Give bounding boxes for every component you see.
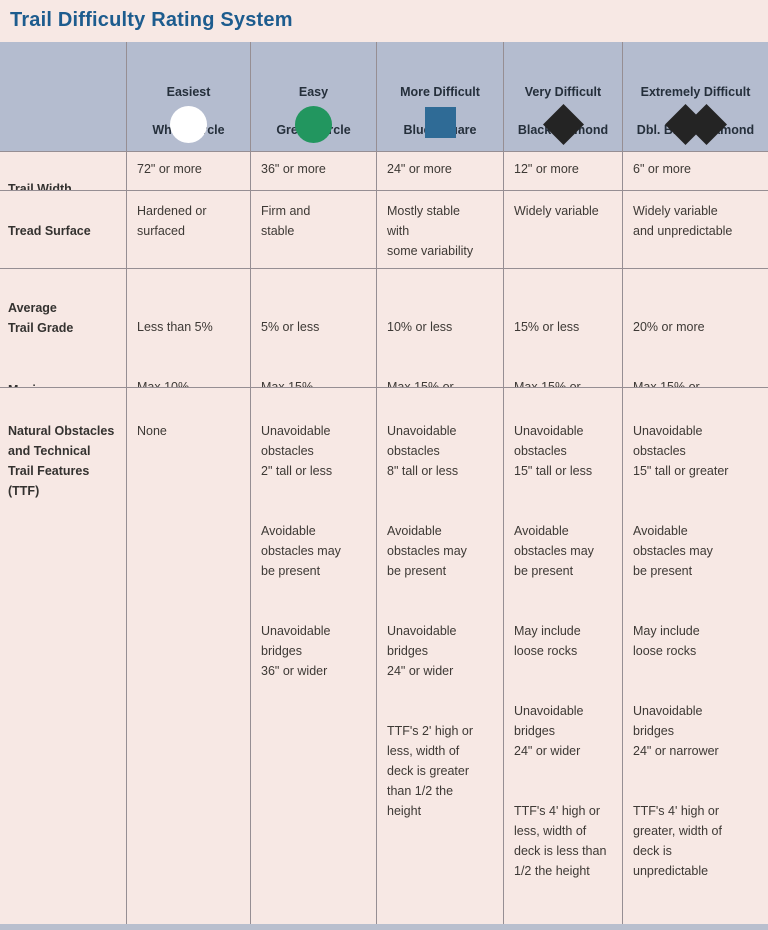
difficulty-label: Very Difficult bbox=[524, 85, 602, 99]
tread-surface-very-difficult: Widely variable bbox=[504, 191, 623, 269]
page-title: Trail Difficulty Rating System bbox=[10, 9, 293, 31]
green-circle-icon bbox=[295, 105, 332, 143]
difficulty-label: Easy bbox=[298, 85, 329, 99]
header-column-extremely-difficult: Extremely Difficult Dbl. Black Diamond bbox=[623, 42, 768, 152]
row-label-obstacles: Natural Obstacles and Technical Trail Fe… bbox=[0, 388, 127, 924]
difficulty-label: Easiest bbox=[166, 85, 211, 99]
tread-surface-extremely-difficult: Widely variable and unpredictable bbox=[623, 191, 768, 269]
double-black-diamond-icon bbox=[623, 103, 768, 145]
header-column-easiest: Easiest White Circle bbox=[127, 42, 251, 152]
grade-very-difficult: 15% or less Max 15% or greater bbox=[504, 269, 623, 388]
row-label-tread-surface: Tread Surface bbox=[0, 191, 127, 269]
tread-surface-easiest: Hardened or surfaced bbox=[127, 191, 251, 269]
row-label-trail-width: Trail Width bbox=[0, 152, 127, 191]
maximum-grade-label: Maximum Trail Grade bbox=[8, 380, 122, 387]
grade-more-difficult: 10% or less Max 15% or greater bbox=[377, 269, 504, 388]
average-grade-label: Average Trail Grade bbox=[8, 301, 74, 335]
header-column-more-difficult: More Difficult Blue Square bbox=[377, 42, 504, 152]
bottom-band bbox=[0, 924, 768, 930]
obstacles-easy: Unavoidable obstacles 2" tall or less Av… bbox=[251, 388, 377, 924]
trail-width-easy: 36" or more bbox=[251, 152, 377, 191]
blue-square-icon bbox=[424, 107, 456, 138]
difficulty-label: More Difficult bbox=[400, 85, 480, 99]
tread-surface-easy: Firm and stable bbox=[251, 191, 377, 269]
header-corner-cell bbox=[0, 42, 127, 152]
trail-width-very-difficult: 12" or more bbox=[504, 152, 623, 191]
grade-easiest: Less than 5% Max 10% bbox=[127, 269, 251, 388]
obstacles-very-difficult: Unavoidable obstacles 15" tall or less A… bbox=[504, 388, 623, 924]
grade-extremely-difficult: 20% or more Max 15% or greater bbox=[623, 269, 768, 388]
grade-easy: 5% or less Max 15% bbox=[251, 269, 377, 388]
rating-table: Easiest White Circle Easy Green Circle M… bbox=[0, 42, 768, 924]
header-column-very-difficult: Very Difficult Black Diamond bbox=[504, 42, 623, 152]
row-label-trail-grade: Average Trail Grade Maximum Trail Grade bbox=[0, 269, 127, 388]
header-column-easy: Easy Green Circle bbox=[251, 42, 377, 152]
trail-width-more-difficult: 24" or more bbox=[377, 152, 504, 191]
obstacles-extremely-difficult: Unavoidable obstacles 15" tall or greate… bbox=[633, 424, 729, 878]
black-diamond-icon bbox=[542, 103, 584, 145]
obstacles-easiest: None bbox=[127, 388, 251, 924]
tread-surface-more-difficult: Mostly stable with some variability bbox=[377, 191, 504, 269]
obstacles-more-difficult: Unavoidable obstacles 8" tall or less Av… bbox=[377, 388, 504, 924]
difficulty-label: Extremely Difficult bbox=[640, 85, 751, 99]
trail-width-easiest: 72" or more bbox=[127, 152, 251, 191]
trail-width-extremely-difficult: 6" or more bbox=[623, 152, 768, 191]
white-circle-icon bbox=[170, 105, 207, 143]
